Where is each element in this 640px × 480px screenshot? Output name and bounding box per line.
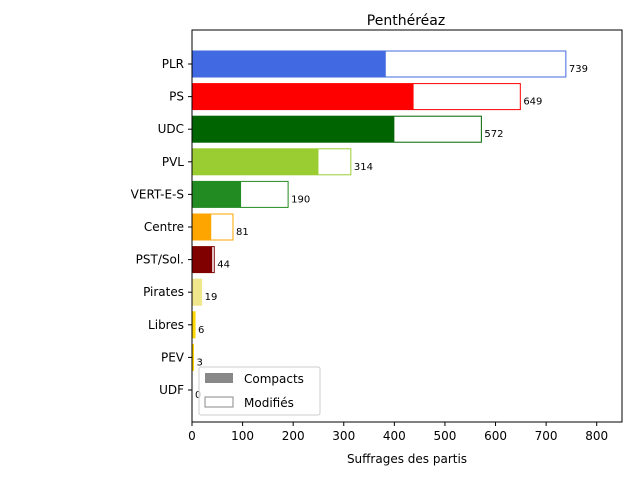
data-label-plr: 739 [569,64,588,75]
legend: Compacts Modifiés [198,366,321,416]
data-label-ps: 649 [523,97,542,108]
y-tick-label-libres: Libres [148,318,184,332]
y-tick-label-pvl: PVL [162,155,184,169]
bar-compacts-plr [192,51,386,77]
y-tick-label-vert-e-s: VERT-E-S [131,187,184,201]
data-label-pvl: 314 [354,162,373,173]
chart-title: Penthéréaz [367,13,445,29]
x-tick-label: 500 [433,429,456,443]
bar-compacts-libres [192,311,195,338]
data-label-udc: 572 [484,129,503,140]
legend-swatch-compacts [205,373,233,383]
data-label-udf: 0 [195,390,201,401]
y-tick-label-udc: UDC [158,122,184,136]
x-axis: 0 100 200 300 400 500 600 700 800 [188,422,608,443]
bars-group: 739 649 572 314 190 81 44 19 6 3 0 [191,50,588,401]
data-label-libres: 6 [198,325,204,336]
y-tick-label-centre: Centre [144,220,184,234]
bar-compacts-centre [192,214,212,240]
x-tick-label: 800 [585,429,608,443]
bar-compacts-pev [192,344,194,371]
data-label-pirates: 19 [205,292,218,303]
y-tick-label-plr: PLR [162,57,184,71]
y-tick-label-pirates: Pirates [143,285,184,299]
x-tick-label: 200 [282,429,305,443]
plot-frame [191,29,623,423]
x-tick-label: 100 [231,429,254,443]
legend-label-compacts: Compacts [244,372,304,386]
bar-compacts-pirates [192,279,202,306]
x-axis-label: Suffrages des partis [347,452,467,466]
legend-label-modifies: Modifiés [244,396,294,410]
bar-compacts-udc [192,116,395,143]
data-label-centre: 81 [236,227,249,238]
y-tick-label-pst-sol: PST/Sol. [136,253,184,267]
data-label-pev: 3 [197,357,203,368]
x-tick-label: 300 [332,429,355,443]
x-tick-label: 400 [383,429,406,443]
data-label-pst-sol: 44 [217,260,230,271]
x-tick-label: 700 [535,429,558,443]
x-tick-label: 600 [484,429,507,443]
y-axis: PLR PS UDC PVL VERT-E-S Centre PST/Sol. Pirates… [131,57,192,397]
y-tick-label-ps: PS [169,90,184,104]
bar-compacts-vert-e-s [192,181,242,208]
y-tick-label-pev: PEV [161,350,185,364]
bar-compacts-pst-sol [192,246,213,273]
y-tick-label-udf: UDF [159,383,184,397]
x-tick-label: 0 [188,429,196,443]
bar-compacts-ps [192,83,414,110]
bar-compacts-pvl [192,148,319,175]
data-label-vert-e-s: 190 [291,194,310,205]
legend-swatch-modifies [204,396,234,408]
